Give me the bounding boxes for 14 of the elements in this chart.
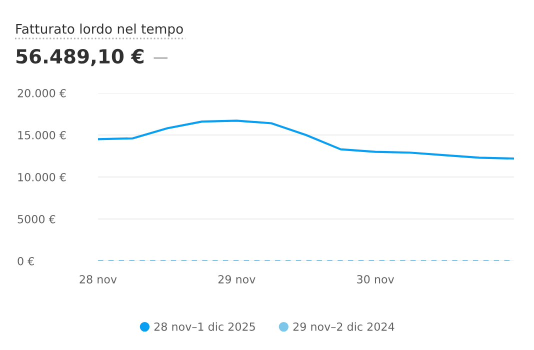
line-series: [98, 120, 514, 160]
legend-label: 29 nov–2 dic 2024: [293, 322, 394, 331]
chart-title: Fatturato lordo nel tempo: [16, 24, 183, 36]
x-tick-label: 28 nov: [80, 275, 117, 284]
y-tick-label: 0 €: [18, 256, 34, 266]
x-tick-label: 30 nov: [357, 275, 394, 284]
text: —: [154, 57, 168, 59]
y-tick-label: 5000 €: [18, 214, 56, 224]
y-tick-label: 10.000 €: [18, 172, 66, 182]
x-tick-label: 29 nov: [218, 275, 256, 284]
y-tick-label: 15.000 €: [18, 130, 66, 140]
chart-subtitle: 56.489,10 €: [16, 48, 144, 66]
y-tick-label: 20.000 €: [18, 88, 66, 98]
legend-label: 28 nov–1 dic 2025: [154, 322, 255, 331]
